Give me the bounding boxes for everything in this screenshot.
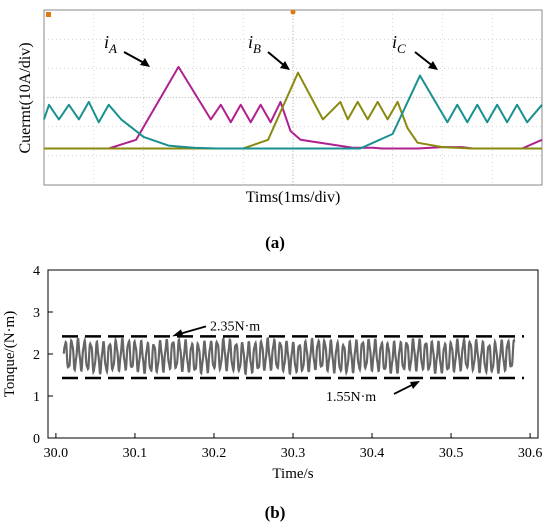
trace-label-iC: iC [392, 32, 406, 56]
scope-panel: iA iB iC Cuermt(10A/div) Tims(1ms/div) [17, 9, 543, 206]
scope-y-label: Cuermt(10A/div) [17, 42, 34, 153]
scope-traces [43, 65, 543, 150]
trace-arrowhead-iC [428, 61, 438, 70]
torque-x-tick-label: 30.4 [360, 446, 385, 461]
panel-a-label: (a) [265, 233, 285, 252]
ref-arrow-lower [393, 383, 415, 395]
torque-y-tick-label: 4 [33, 264, 40, 279]
torque-line [62, 335, 516, 377]
torque-x-tick-label: 30.0 [44, 446, 69, 461]
torque-annotations: 2.35N·m 1.55N·m [62, 319, 524, 405]
scope-marker-top [290, 9, 296, 15]
panel-b-label: (b) [265, 503, 286, 522]
ref-arrow-upper [177, 325, 207, 336]
torque-y-tick-label: 0 [33, 432, 40, 447]
trace-arrowhead-iB [280, 61, 290, 70]
torque-x-tick-label: 30.6 [518, 446, 543, 461]
scope-x-label: Tims(1ms/div) [246, 189, 341, 206]
scope-grid [44, 10, 542, 185]
ref-label-lower: 1.55N·m [326, 390, 376, 405]
ref-label-upper: 2.35N·m [210, 319, 260, 334]
torque-y-tick-label: 1 [33, 390, 40, 405]
trace-label-iA: iA [104, 32, 117, 56]
ref-arrowhead-lower [410, 380, 420, 389]
torque-trace [62, 335, 516, 377]
torque-axes: 30.0 30.1 30.2 30.3 30.4 30.5 30.6 0 1 2 3 4 [33, 264, 542, 461]
torque-x-label: Time/s [272, 466, 313, 482]
scope-marker-left [46, 12, 51, 17]
scope-labels: iA iB iC [104, 32, 438, 70]
torque-panel: 30.0 30.1 30.2 30.3 30.4 30.5 30.6 0 1 2 3 4 2.35N·… [2, 264, 542, 482]
ref-arrowhead-upper [172, 329, 183, 337]
torque-x-tick-label: 30.3 [281, 446, 306, 461]
torque-y-tick-label: 2 [33, 348, 40, 363]
trace-iB [44, 71, 542, 150]
torque-x-tick-label: 30.2 [202, 446, 227, 461]
trace-arrowhead-iA [140, 58, 150, 67]
trace-iC [43, 74, 543, 150]
trace-label-iB: iB [248, 32, 261, 56]
torque-x-tick-label: 30.5 [439, 446, 464, 461]
torque-y-label: Tonque/(N·m) [2, 311, 18, 397]
torque-y-tick-label: 3 [33, 306, 40, 321]
torque-x-tick-label: 30.1 [123, 446, 148, 461]
